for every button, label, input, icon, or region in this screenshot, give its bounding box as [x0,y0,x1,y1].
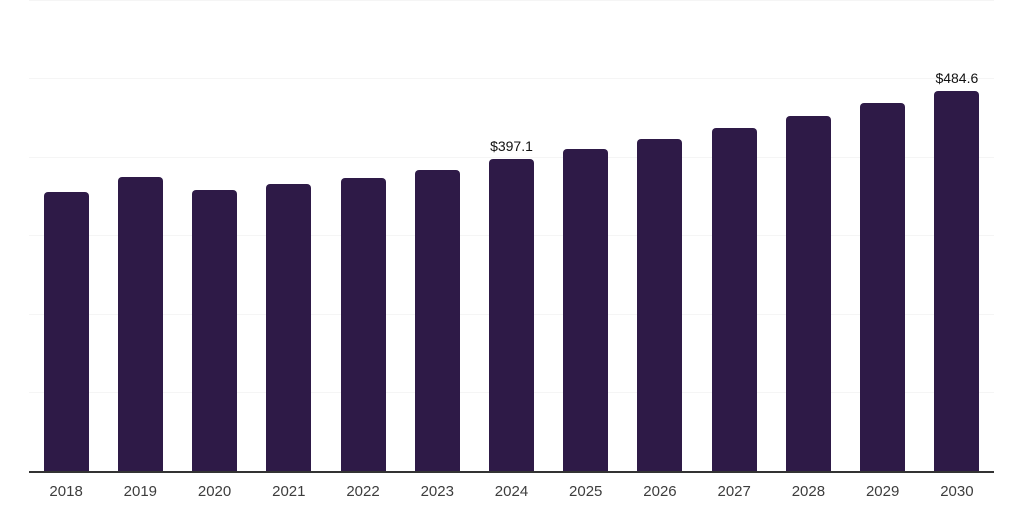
data-label-2024: $397.1 [490,138,533,155]
bar-2025[interactable] [563,149,609,471]
bar-2030[interactable] [934,90,980,471]
x-tick-2028: 2028 [791,483,826,500]
x-tick-2030: 2030 [940,483,974,500]
data-label-2030: $484.6 [935,69,979,86]
x-tick-2027: 2027 [717,483,751,500]
plot-area: $397.1 $484.6 [29,0,994,473]
x-tick-2026: 2026 [643,483,677,500]
bar-2018[interactable] [43,191,89,471]
x-axis-line [29,471,994,473]
x-tick-2021: 2021 [272,483,306,500]
x-tick-2024: 2024 [494,483,529,500]
bar-2026[interactable] [637,138,683,471]
x-tick-2020: 2020 [197,483,232,500]
x-tick-2029: 2029 [865,483,900,500]
bar-2028[interactable] [785,116,831,471]
x-tick-2018: 2018 [49,483,83,500]
bar-2027[interactable] [711,127,757,471]
gridline-600 [29,0,994,1]
gridline-500 [29,78,994,79]
x-tick-2025: 2025 [569,483,603,500]
bar-2020[interactable] [192,189,238,471]
gridline-400 [29,156,994,158]
bar-2021[interactable] [266,184,312,471]
x-tick-2019: 2019 [123,483,158,500]
bar-2029[interactable] [860,102,906,471]
x-axis-labels: 2018 2019 2020 2021 2022 2023 2024 2025 2026 2027… [29,483,994,503]
x-tick-2022: 2022 [346,483,380,500]
bar-2023[interactable] [414,169,460,471]
bar-2024[interactable] [489,159,534,471]
bar-2022[interactable] [340,178,386,471]
bar-2019[interactable] [117,176,163,471]
x-tick-2023: 2023 [420,483,454,500]
